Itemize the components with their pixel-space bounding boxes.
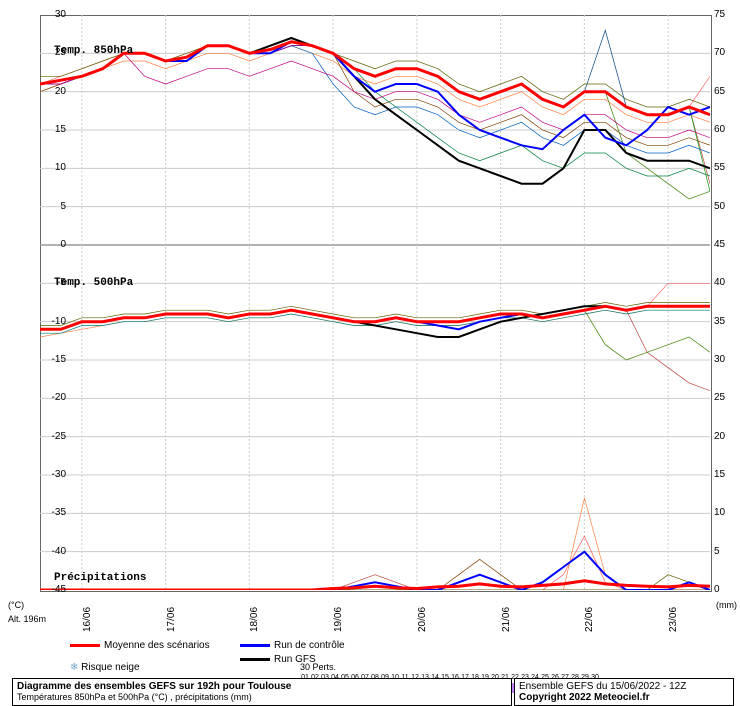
run-info: Ensemble GEFS du 15/06/2022 - 12Z [519, 681, 686, 692]
left-unit: (°C) [8, 600, 24, 610]
legend-control: Run de contrôle [240, 640, 345, 651]
footer-right: Ensemble GEFS du 15/06/2022 - 12Z Copyri… [514, 678, 734, 706]
plot-area: Temp. 850hPa Temp. 500hPa Précipitations [40, 15, 710, 590]
label-precip: Précipitations [54, 572, 146, 584]
right-unit: (mm) [716, 600, 737, 610]
title: Diagramme des ensembles GEFS sur 192h po… [17, 681, 291, 692]
chart-container: Temp. 850hPa Temp. 500hPa Précipitations… [0, 0, 740, 700]
plot-svg [40, 15, 710, 590]
legend-mean: Moyenne des scénarios [70, 640, 210, 651]
legend-snow: ❄ Risque neige [70, 662, 140, 673]
subtitle: Températures 850hPa et 500hPa (°C) , pré… [17, 692, 252, 702]
altitude: Alt. 196m [8, 614, 46, 624]
footer-left: Diagramme des ensembles GEFS sur 192h po… [12, 678, 512, 706]
copyright: Copyright 2022 Meteociel.fr [519, 692, 650, 703]
